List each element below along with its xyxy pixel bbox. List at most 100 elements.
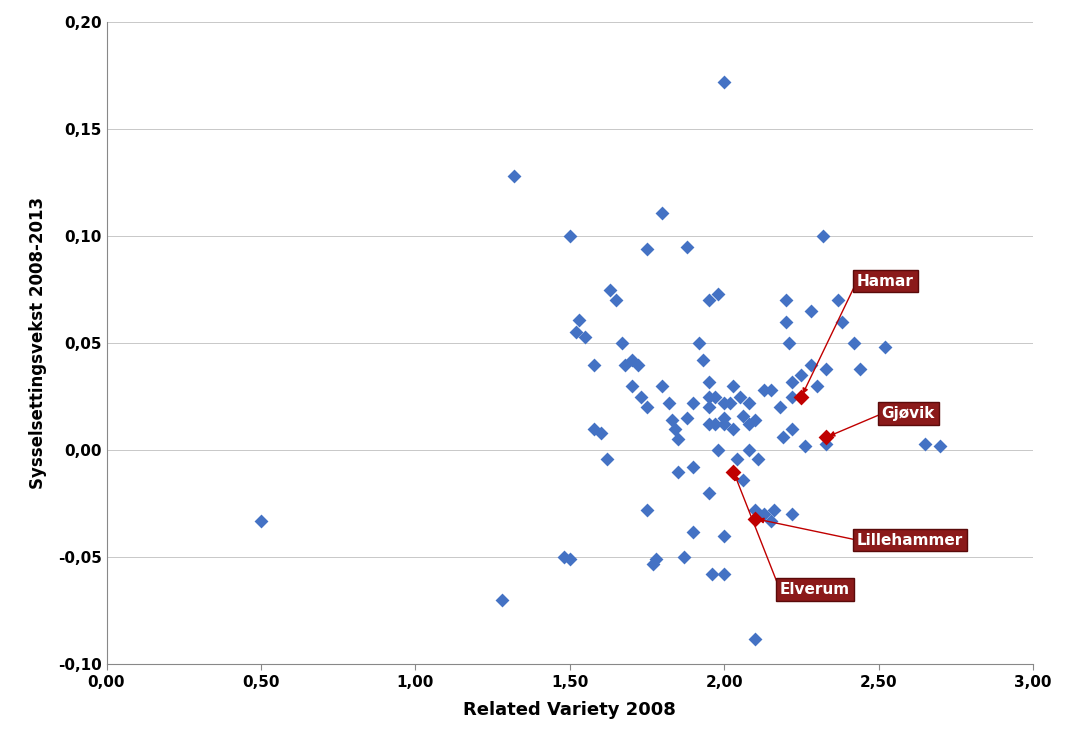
Point xyxy=(586,423,603,435)
Point xyxy=(740,444,757,456)
Y-axis label: Sysselsettingsvekst 2008-2013: Sysselsettingsvekst 2008-2013 xyxy=(29,197,47,489)
Point xyxy=(706,391,723,403)
Point xyxy=(561,230,578,242)
Point xyxy=(654,380,671,392)
Point xyxy=(731,391,748,403)
Point xyxy=(685,461,702,473)
Point xyxy=(709,288,726,300)
Point xyxy=(916,438,933,449)
Text: Lillehammer: Lillehammer xyxy=(857,533,963,548)
Point xyxy=(747,414,764,426)
Point xyxy=(568,327,585,339)
Point xyxy=(506,170,523,182)
Point xyxy=(771,401,788,413)
Point xyxy=(716,418,733,430)
X-axis label: Related Variety 2008: Related Variety 2008 xyxy=(463,700,676,719)
Point xyxy=(669,466,686,477)
Point xyxy=(802,359,819,370)
Point xyxy=(493,594,510,606)
Text: Hamar: Hamar xyxy=(857,274,914,289)
Point xyxy=(777,294,794,306)
Point xyxy=(638,401,655,413)
Point xyxy=(623,380,640,392)
Point xyxy=(685,397,702,409)
Point xyxy=(700,418,717,430)
Point xyxy=(629,359,646,370)
Point xyxy=(700,401,717,413)
Point xyxy=(561,554,578,565)
Point xyxy=(599,453,616,465)
Point xyxy=(703,568,720,580)
Point xyxy=(638,243,655,255)
Point xyxy=(660,397,677,409)
Point xyxy=(675,551,692,563)
Point xyxy=(252,515,269,527)
Point xyxy=(716,76,733,88)
Point xyxy=(747,632,764,644)
Point xyxy=(818,432,835,444)
Point xyxy=(725,466,742,477)
Point xyxy=(932,440,949,452)
Point xyxy=(586,359,603,370)
Point xyxy=(747,513,764,525)
Point xyxy=(740,397,757,409)
Point xyxy=(781,337,798,349)
Point xyxy=(669,433,686,445)
Point xyxy=(725,423,742,435)
Point xyxy=(691,337,708,349)
Point xyxy=(654,207,671,218)
Point xyxy=(678,241,695,252)
Point xyxy=(694,354,711,366)
Point xyxy=(734,475,751,486)
Point xyxy=(784,376,801,387)
Point xyxy=(756,508,773,520)
Point xyxy=(774,432,791,444)
Point xyxy=(756,384,773,396)
Point xyxy=(728,453,745,465)
Point xyxy=(613,337,630,349)
Point xyxy=(747,504,764,516)
Point xyxy=(792,369,809,381)
Point xyxy=(784,423,801,435)
Point xyxy=(706,418,723,430)
Point xyxy=(761,384,779,396)
Point xyxy=(617,359,634,370)
Point xyxy=(792,391,809,403)
Text: Elverum: Elverum xyxy=(780,582,850,597)
Point xyxy=(716,412,733,424)
Point xyxy=(846,337,863,349)
Point xyxy=(750,453,767,465)
Point xyxy=(644,558,661,570)
Point xyxy=(725,380,742,392)
Point xyxy=(808,380,825,392)
Point xyxy=(777,316,794,328)
Point xyxy=(725,466,742,477)
Point xyxy=(740,418,757,430)
Point xyxy=(623,354,640,366)
Point xyxy=(716,530,733,542)
Point xyxy=(784,508,801,520)
Point xyxy=(784,391,801,403)
Point xyxy=(571,314,588,325)
Point xyxy=(802,306,819,317)
Point xyxy=(555,551,572,563)
Point xyxy=(700,376,717,387)
Point xyxy=(638,504,655,516)
Point xyxy=(722,397,739,409)
Point xyxy=(765,504,782,516)
Point xyxy=(901,277,918,289)
Point xyxy=(761,515,779,527)
Point xyxy=(700,391,717,403)
Point xyxy=(833,316,850,328)
Point xyxy=(709,444,726,456)
Point xyxy=(734,410,751,422)
Point xyxy=(815,230,832,242)
Point xyxy=(607,294,624,306)
Point xyxy=(678,412,695,424)
Point xyxy=(667,423,684,435)
Point xyxy=(852,363,869,375)
Point xyxy=(876,342,894,354)
Point xyxy=(716,568,733,580)
Point xyxy=(577,331,594,342)
Point xyxy=(818,363,835,375)
